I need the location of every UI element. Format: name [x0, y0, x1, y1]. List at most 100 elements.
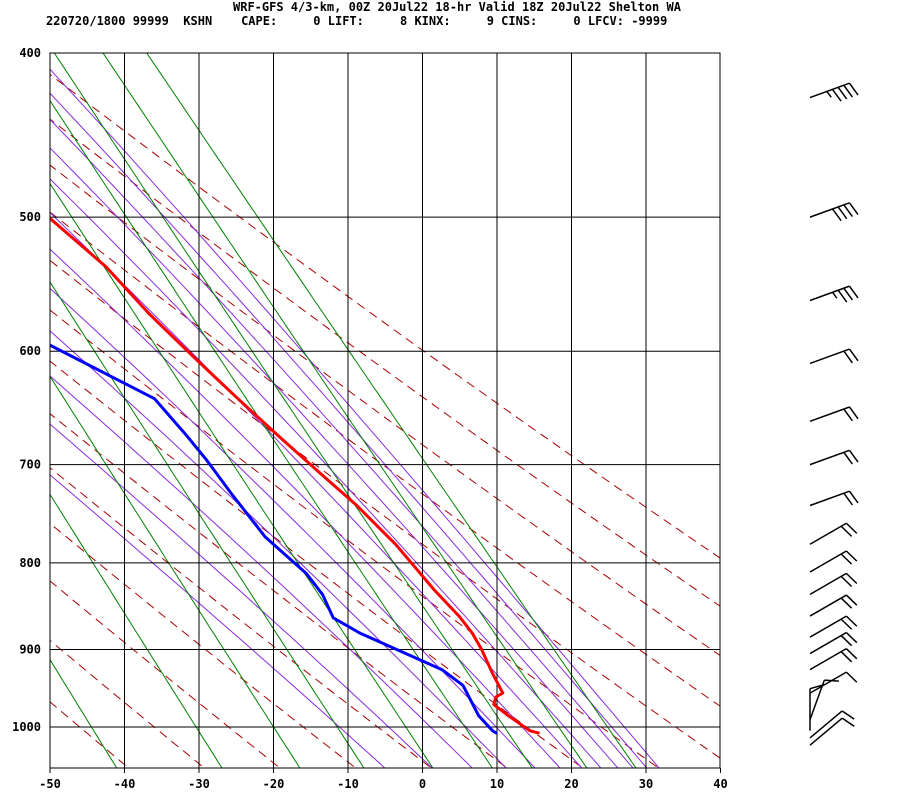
wind-barb	[809, 285, 859, 303]
mixing-ratio-line	[102, 53, 588, 768]
y-tick-label: 500	[19, 210, 41, 224]
moist-adiabat	[50, 248, 561, 768]
barb-feather	[843, 451, 853, 465]
temperature-line	[50, 216, 540, 735]
barb-feather	[809, 683, 825, 690]
moist-adiabat	[50, 178, 602, 768]
barb-feather	[837, 289, 848, 303]
dry-adiabat	[50, 118, 720, 607]
y-tick-label: 800	[19, 556, 41, 570]
barb-feather	[840, 635, 853, 647]
wind-barb	[809, 631, 858, 655]
dry-adiabat	[50, 467, 433, 768]
barb-feather	[845, 648, 858, 660]
barb-feather	[848, 82, 859, 96]
wind-barb	[809, 449, 859, 466]
x-tick-label: 0	[419, 777, 426, 791]
y-tick-label: 600	[19, 344, 41, 358]
barb-feather	[848, 406, 859, 420]
wind-barb	[809, 572, 858, 596]
barb-feather	[831, 208, 842, 222]
y-tick-label: 1000	[12, 720, 41, 734]
wind-barb	[809, 522, 858, 545]
barb-feather	[840, 597, 853, 609]
barb-feather	[845, 632, 858, 644]
barb-feather	[843, 350, 853, 364]
barb-staff	[809, 615, 847, 638]
barb-staff	[809, 490, 850, 507]
thermo-lines-layer	[50, 53, 720, 768]
wind-barb	[809, 594, 858, 617]
barb-feather	[840, 525, 853, 537]
wind-barb	[809, 82, 859, 102]
moist-adiabat	[50, 474, 386, 768]
wind-barbs-layer	[809, 82, 859, 746]
barb-feather	[843, 492, 853, 506]
barb-feather	[837, 206, 848, 220]
barb-feather	[845, 522, 858, 534]
moist-adiabat	[50, 375, 473, 768]
moist-adiabat	[50, 211, 583, 768]
wind-barb	[809, 550, 858, 573]
wind-barb	[809, 348, 859, 365]
dry-adiabat	[50, 701, 130, 768]
barb-half-feather	[831, 291, 838, 299]
moist-adiabat	[50, 118, 634, 768]
barb-staff	[809, 594, 847, 617]
station-indices-line: 220720/1800 99999 KSHN CAPE: 0 LIFT: 8 K…	[46, 14, 668, 28]
barb-feather	[840, 553, 853, 565]
barb-feather	[837, 86, 848, 100]
wind-barb	[809, 202, 859, 222]
x-tick-label: -40	[114, 777, 136, 791]
wind-barb	[809, 679, 839, 720]
y-tick-label: 400	[19, 46, 41, 60]
dry-adiabat	[50, 580, 281, 768]
wind-barb	[809, 671, 858, 694]
barb-staff	[809, 202, 850, 218]
barb-half-feather	[826, 90, 832, 98]
barb-feather	[845, 550, 858, 562]
barb-feather	[848, 202, 859, 216]
x-tick-label: -30	[188, 777, 210, 791]
barb-feather	[848, 285, 859, 299]
wind-barb	[809, 615, 858, 638]
wind-barb	[809, 490, 859, 507]
grid-layer	[50, 53, 720, 768]
profile-layer	[50, 216, 540, 735]
plot-frame	[49, 52, 721, 769]
wind-barb	[809, 648, 858, 671]
barb-feather	[840, 618, 853, 630]
chart-title: WRF-GFS 4/3-km, 00Z 20Jul22 18-hr Valid …	[233, 0, 681, 14]
barb-staff	[809, 285, 850, 302]
y-tick-label: 700	[19, 458, 41, 472]
barb-staff	[809, 671, 847, 694]
barb-feather	[840, 575, 853, 588]
axes-layer: -50 -40 -30 -20 -10 0 10 20 30 40 400 500 600 700 800 9…	[12, 46, 728, 791]
barb-feather	[843, 408, 853, 422]
x-tick-label: -50	[39, 777, 61, 791]
dry-adiabat	[50, 211, 720, 707]
barb-feather	[845, 615, 858, 627]
dry-adiabat	[50, 164, 720, 657]
wind-barb	[809, 683, 825, 731]
barb-feather	[841, 717, 855, 727]
barb-feather	[843, 204, 853, 218]
x-tick-label: -20	[263, 777, 285, 791]
x-tick-label: 10	[490, 777, 504, 791]
barb-staff	[809, 550, 847, 573]
moist-adiabat	[50, 68, 660, 768]
barb-feather	[831, 88, 842, 102]
wind-barb	[809, 717, 855, 746]
y-tick-label: 900	[19, 642, 41, 656]
barb-staff	[809, 406, 850, 423]
mixing-ratio-line	[50, 375, 301, 768]
mixing-ratio-line	[50, 99, 493, 768]
dry-adiabat	[50, 259, 720, 759]
barb-feather	[845, 594, 858, 606]
mixing-ratio-line	[50, 658, 118, 768]
barb-feather	[848, 449, 859, 463]
barb-feather	[843, 84, 853, 98]
dry-adiabat	[50, 309, 660, 768]
barb-staff	[809, 348, 850, 365]
